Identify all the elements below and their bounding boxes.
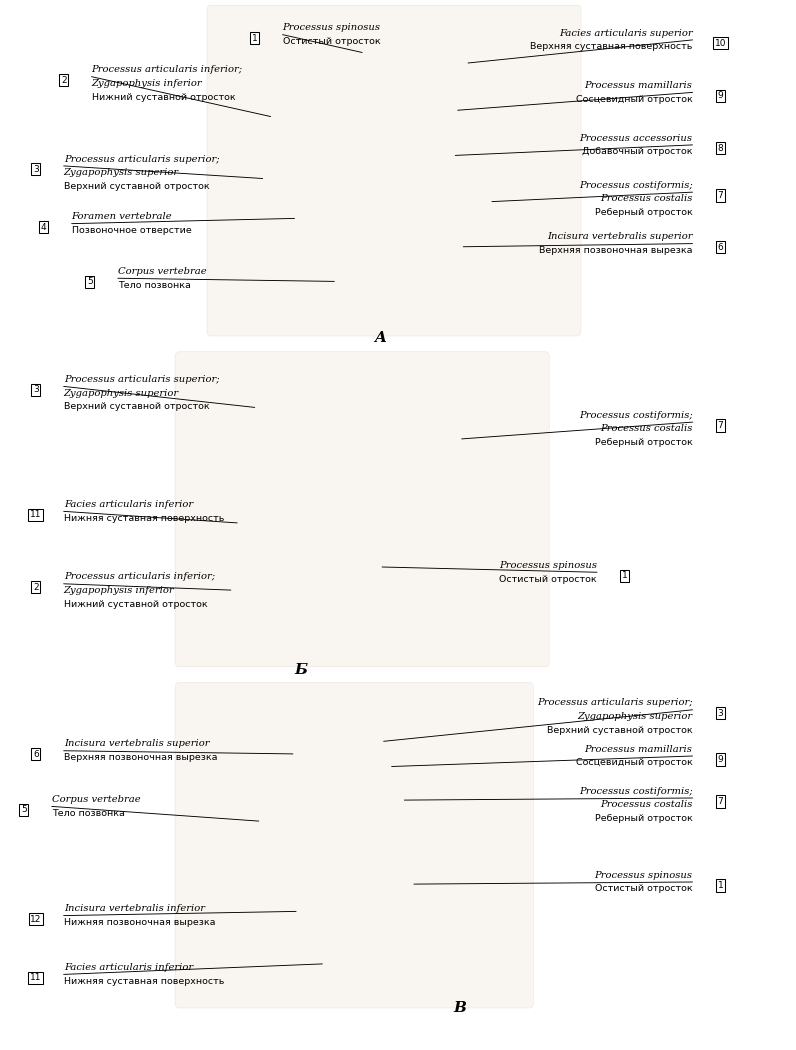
Text: Нижняя позвоночная вырезка: Нижняя позвоночная вырезка: [64, 918, 215, 927]
Text: Processus costiformis;: Processus costiformis;: [579, 181, 693, 190]
Text: 1: 1: [717, 881, 724, 890]
Text: Processus mamillaris: Processus mamillaris: [584, 744, 693, 754]
Text: Остистый отросток: Остистый отросток: [283, 37, 380, 46]
Text: 9: 9: [717, 755, 724, 764]
Text: 1: 1: [622, 571, 628, 581]
Text: 6: 6: [717, 243, 724, 252]
Text: Processus accessorius: Processus accessorius: [579, 133, 693, 143]
Text: Foramen vertebrale: Foramen vertebrale: [72, 212, 172, 222]
Text: Incisura vertebralis superior: Incisura vertebralis superior: [64, 739, 209, 749]
Text: 8: 8: [717, 144, 724, 153]
FancyBboxPatch shape: [175, 682, 533, 1008]
Text: Тело позвонка: Тело позвонка: [52, 808, 125, 818]
Text: Остистый отросток: Остистый отросток: [499, 574, 597, 584]
Text: Верхний суставной отросток: Верхний суставной отросток: [547, 726, 693, 735]
Text: Zygapophysis inferior: Zygapophysis inferior: [92, 79, 202, 88]
Text: Сосцевидный отросток: Сосцевидный отросток: [576, 758, 693, 768]
Text: Верхняя позвоночная вырезка: Верхняя позвоночная вырезка: [64, 753, 217, 762]
Text: Реберный отросток: Реберный отросток: [595, 438, 693, 447]
Text: 5: 5: [87, 277, 93, 287]
Text: 7: 7: [717, 797, 724, 806]
Text: Верхняя позвоночная вырезка: Верхняя позвоночная вырезка: [539, 246, 693, 255]
Text: 1: 1: [252, 34, 258, 43]
Text: A: A: [375, 331, 386, 345]
Text: Processus costalis: Processus costalis: [600, 424, 693, 434]
Text: Facies articularis superior: Facies articularis superior: [559, 28, 693, 38]
Text: Zygapophysis superior: Zygapophysis superior: [577, 712, 693, 721]
Text: 12: 12: [30, 915, 41, 924]
Text: Реберный отросток: Реберный отросток: [595, 814, 693, 823]
Text: Сосцевидный отросток: Сосцевидный отросток: [576, 94, 693, 104]
Text: Позвоночное отверстие: Позвоночное отверстие: [72, 226, 191, 235]
Text: 7: 7: [717, 421, 724, 430]
Text: 3: 3: [33, 385, 39, 395]
Text: 3: 3: [717, 709, 724, 718]
Text: Реберный отросток: Реберный отросток: [595, 208, 693, 217]
Text: В: В: [454, 1001, 466, 1015]
Text: Нижний суставной отросток: Нижний суставной отросток: [64, 600, 207, 609]
Text: Zygapophysis superior: Zygapophysis superior: [64, 388, 179, 398]
Text: Processus articularis superior;: Processus articularis superior;: [537, 698, 693, 708]
Text: Нижний суставной отросток: Нижний суставной отросток: [92, 92, 235, 102]
Text: Processus mamillaris: Processus mamillaris: [584, 81, 693, 90]
Text: 3: 3: [33, 165, 39, 174]
Text: Верхний суставной отросток: Верхний суставной отросток: [64, 182, 209, 191]
Text: 11: 11: [30, 510, 41, 520]
Text: Processus costalis: Processus costalis: [600, 194, 693, 204]
Text: Processus articularis inferior;: Processus articularis inferior;: [92, 65, 243, 75]
Text: Верхняя суставная поверхность: Верхняя суставная поверхность: [530, 42, 693, 51]
Text: 6: 6: [33, 750, 39, 759]
Text: Нижняя суставная поверхность: Нижняя суставная поверхность: [64, 976, 224, 986]
Text: Нижняя суставная поверхность: Нижняя суставная поверхность: [64, 513, 224, 523]
Text: Добавочный отросток: Добавочный отросток: [582, 147, 693, 156]
Text: Верхний суставной отросток: Верхний суставной отросток: [64, 402, 209, 412]
Text: 5: 5: [21, 805, 27, 815]
Text: Processus spinosus: Processus spinosus: [499, 561, 597, 570]
Text: Processus costiformis;: Processus costiformis;: [579, 786, 693, 796]
Text: 10: 10: [715, 39, 726, 48]
Text: Processus spinosus: Processus spinosus: [595, 870, 693, 880]
Text: Processus articularis superior;: Processus articularis superior;: [64, 154, 220, 164]
Text: 4: 4: [41, 223, 47, 232]
Text: Corpus vertebrae: Corpus vertebrae: [118, 267, 206, 276]
Text: Incisura vertebralis inferior: Incisura vertebralis inferior: [64, 904, 205, 914]
Text: Тело позвонка: Тело позвонка: [118, 280, 191, 290]
FancyBboxPatch shape: [175, 352, 549, 667]
Text: Zygapophysis inferior: Zygapophysis inferior: [64, 586, 174, 595]
Text: Incisura vertebralis superior: Incisura vertebralis superior: [547, 232, 693, 242]
Text: Facies articularis inferior: Facies articularis inferior: [64, 963, 193, 972]
FancyBboxPatch shape: [207, 5, 581, 336]
Text: 11: 11: [30, 973, 41, 983]
Text: Corpus vertebrae: Corpus vertebrae: [52, 795, 140, 804]
Text: Остистый отросток: Остистый отросток: [595, 884, 693, 894]
Text: 7: 7: [717, 191, 724, 201]
Text: Processus spinosus: Processus spinosus: [283, 23, 380, 33]
Text: Processus articularis superior;: Processus articularis superior;: [64, 375, 220, 384]
Text: 2: 2: [33, 583, 39, 592]
Text: Zygapophysis superior: Zygapophysis superior: [64, 168, 179, 177]
Text: 9: 9: [717, 91, 724, 101]
Text: Processus articularis inferior;: Processus articularis inferior;: [64, 572, 215, 582]
Text: Processus costalis: Processus costalis: [600, 800, 693, 810]
Text: 2: 2: [60, 76, 67, 85]
Text: Facies articularis inferior: Facies articularis inferior: [64, 500, 193, 509]
Text: Processus costiformis;: Processus costiformis;: [579, 411, 693, 420]
Text: Б: Б: [295, 663, 307, 677]
